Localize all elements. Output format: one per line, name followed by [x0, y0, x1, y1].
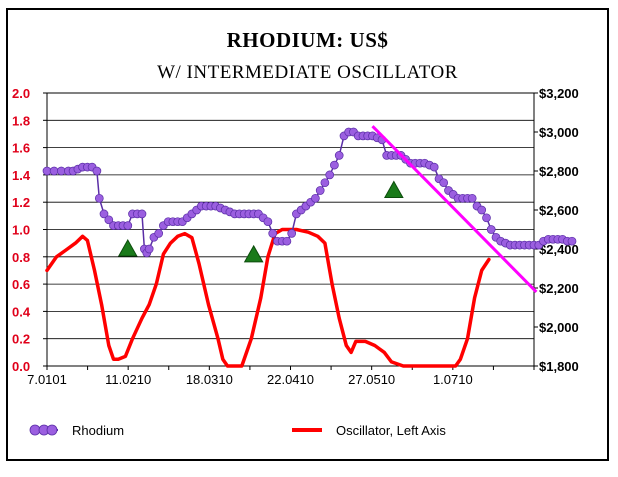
- rhodium-point-92: [477, 205, 487, 215]
- rhodium-point-62: [334, 151, 344, 160]
- right-tick-label-3: $2,400: [539, 242, 579, 257]
- x-tick-label-1: 11.0210: [105, 372, 151, 387]
- rhodium-point-9: [92, 166, 102, 176]
- rhodium-point-48: [268, 229, 278, 238]
- legend-rhodium-label: Rhodium: [72, 423, 124, 438]
- left-tick-label-3: 0.6: [12, 277, 30, 292]
- rhodium-point-51: [282, 236, 292, 246]
- rhodium-point-19: [137, 209, 147, 219]
- rhodium-point-84: [439, 178, 449, 188]
- rhodium-point-61: [330, 160, 339, 170]
- chart-frame: RHODIUM: US$ W/ INTERMEDIATE OSCILLATOR: [6, 8, 609, 461]
- legend-rhodium-marker-3: [46, 424, 58, 436]
- left-tick-label-5: 1.0: [12, 223, 30, 238]
- chart-subtitle: W/ INTERMEDIATE OSCILLATOR: [157, 62, 458, 83]
- rhodium-point-1: [49, 166, 59, 176]
- rhodium-point-10: [94, 193, 104, 203]
- left-tick-label-0: 0.0: [12, 359, 30, 374]
- rhodium-point-11: [99, 209, 109, 219]
- left-tick-label-1: 0.2: [12, 332, 30, 347]
- x-tick-label-2: 18.0310: [186, 372, 233, 387]
- x-axis-ticks: 7.0101 11.0210 18.0310 22.0410 27.0510 1.0710: [27, 366, 535, 387]
- right-tick-label-5: $2,800: [539, 164, 579, 179]
- rhodium-point-60: [325, 170, 335, 180]
- right-tick-label-4: $2,600: [539, 203, 579, 218]
- left-tick-label-2: 0.4: [12, 304, 31, 319]
- rhodium-point-111: [567, 236, 577, 246]
- rhodium-point-93: [482, 213, 491, 223]
- rhodium-point-58: [315, 186, 325, 195]
- right-tick-label-2: $2,200: [539, 281, 579, 296]
- oscillator-series: [45, 227, 491, 368]
- rhodium-point-52: [287, 229, 297, 238]
- right-tick-label-0: $1,800: [539, 359, 579, 374]
- x-tick-label-3: 22.0410: [267, 372, 314, 387]
- left-axis-ticks: 0.0 0.2 0.4 0.6 0.8 1.0 1.2 1.4 1.6 1.8 2.0: [12, 86, 47, 374]
- signal-markers: [117, 180, 404, 263]
- left-tick-label-7: 1.4: [12, 168, 31, 183]
- chart-title: RHODIUM: US$: [226, 28, 389, 52]
- left-tick-label-4: 0.8: [12, 250, 30, 265]
- rhodium-point-24: [154, 229, 164, 238]
- trendline-line: [371, 125, 538, 293]
- rhodium-point-59: [320, 178, 330, 188]
- left-tick-label-10: 2.0: [12, 86, 30, 101]
- x-tick-label-5: 1.0710: [433, 372, 473, 387]
- rhodium-point-82: [429, 162, 439, 172]
- right-tick-label-1: $2,000: [539, 320, 579, 335]
- rhodium-point-47: [263, 217, 273, 227]
- oscillator-line: [45, 227, 491, 368]
- signal-triangle-1: [243, 244, 264, 263]
- trendline: [371, 125, 538, 293]
- rhodium-point-16: [123, 221, 133, 230]
- x-tick-label-4: 27.0510: [348, 372, 395, 387]
- left-tick-label-9: 1.8: [12, 113, 30, 128]
- x-tick-label-0: 7.0101: [27, 372, 67, 387]
- rhodium-point-94: [486, 225, 496, 234]
- rhodium-point-12: [104, 215, 114, 225]
- right-tick-label-6: $3,000: [539, 125, 579, 140]
- signal-triangle-0: [117, 238, 138, 257]
- rhodium-point-57: [311, 193, 320, 203]
- legend-oscillator-label: Oscillator, Left Axis: [336, 423, 446, 438]
- rhodium-point-90: [467, 193, 477, 203]
- signal-triangle-2: [383, 180, 404, 198]
- left-tick-label-6: 1.2: [12, 195, 30, 210]
- legend-rhodium-marker-1: [29, 424, 41, 436]
- right-axis-ticks: $1,800 $2,000 $2,200 $2,400 $2,600 $2,800 $3,0…: [534, 86, 579, 374]
- rhodium-point-22: [144, 244, 154, 254]
- left-tick-label-8: 1.6: [12, 141, 30, 156]
- right-tick-label-7: $3,200: [539, 86, 579, 101]
- legend: Rhodium Oscillator, Left Axis: [29, 423, 446, 438]
